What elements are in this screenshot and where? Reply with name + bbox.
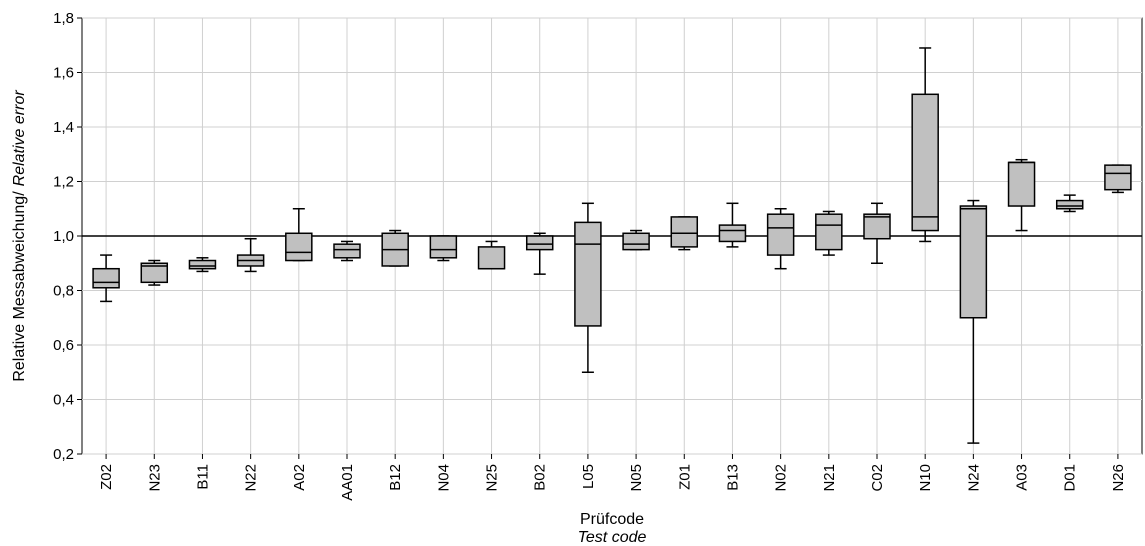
box-N21 — [815, 210, 843, 256]
x-tick-label: N10 — [917, 464, 934, 492]
box-AA01 — [333, 240, 361, 262]
box-A02 — [285, 208, 313, 262]
box-B13 — [718, 202, 747, 248]
x-tick-label: N24 — [965, 464, 982, 492]
y-axis-label: Relative Messabweichung/Relative error — [11, 90, 28, 382]
box-iqr — [911, 93, 939, 232]
y-tick-label: 0,8 — [53, 283, 74, 300]
box-N26 — [1104, 164, 1132, 194]
x-axis-label-sub: Test code — [578, 529, 647, 546]
box-B11 — [188, 257, 217, 273]
box-iqr — [766, 213, 795, 256]
box-iqr — [285, 232, 313, 262]
x-tick-label: D01 — [1062, 464, 1079, 492]
box-iqr — [140, 262, 169, 284]
box-iqr — [670, 216, 699, 248]
x-tick-label: N21 — [821, 464, 838, 492]
y-tick-label: 1,2 — [53, 174, 74, 191]
x-tick-label: A02 — [291, 464, 308, 491]
box-N24 — [959, 199, 988, 444]
y-tick-label: 0,2 — [53, 446, 74, 463]
box-iqr — [429, 235, 458, 259]
box-N10 — [911, 47, 939, 243]
box-iqr — [1007, 161, 1036, 207]
x-tick-label: N26 — [1110, 464, 1127, 492]
x-tick-label: B02 — [532, 464, 549, 491]
box-B12 — [381, 229, 409, 267]
boxes — [92, 47, 1132, 444]
y-tick-label: 1,8 — [53, 10, 74, 27]
x-tick-label: L05 — [580, 464, 597, 489]
box-iqr — [959, 205, 988, 319]
y-tick-label: 1,0 — [53, 228, 74, 245]
box-iqr — [188, 259, 217, 270]
box-iqr — [718, 224, 747, 243]
x-tick-label: AA01 — [339, 464, 356, 501]
box-Z02 — [92, 254, 120, 303]
x-tick-label: N23 — [146, 464, 163, 492]
box-C02 — [863, 202, 891, 264]
box-iqr — [92, 267, 120, 289]
y-tick-label: 1,4 — [53, 119, 74, 136]
box-iqr — [477, 246, 506, 270]
x-tick-label: B12 — [387, 464, 404, 491]
y-tick-label: 1,6 — [53, 65, 74, 82]
x-tick-label: N22 — [243, 464, 260, 492]
x-tick-label: N02 — [773, 464, 790, 492]
box-iqr — [574, 221, 602, 327]
box-L05 — [574, 202, 602, 373]
box-N22 — [236, 237, 265, 273]
box-iqr — [863, 213, 891, 240]
box-iqr — [622, 232, 650, 251]
box-Z01 — [670, 216, 699, 251]
y-tick-label: 0,6 — [53, 337, 74, 354]
box-B02 — [525, 232, 554, 275]
x-tick-label: Z01 — [676, 464, 693, 490]
y-axis-label-main: Relative Messabweichung/ — [11, 191, 28, 382]
x-tick-label: B13 — [724, 464, 741, 491]
box-iqr — [1104, 164, 1132, 191]
x-tick-label: Z02 — [98, 464, 115, 490]
x-tick-label: C02 — [869, 464, 886, 492]
box-N04 — [429, 235, 458, 262]
x-tick-label: B11 — [194, 464, 211, 490]
box-iqr — [525, 235, 554, 251]
y-ticks: 0,2 0,4 0,6 0,8 1,0 1,2 1,4 1,6 1,8 — [53, 10, 82, 463]
box-iqr — [333, 243, 361, 259]
box-iqr — [815, 213, 843, 251]
x-tick-label: A03 — [1014, 464, 1031, 491]
y-axis-label-sub: Relative error — [11, 90, 28, 187]
box-N25 — [477, 240, 506, 270]
x-axis-label: Prüfcode — [580, 511, 644, 528]
x-ticks: Z02 N23 B11 N22 A02 AA01 B12 N04 N25 B02 L05 N05 Z01… — [98, 454, 1127, 501]
box-D01 — [1055, 194, 1084, 213]
box-N02 — [766, 208, 795, 270]
box-A03 — [1007, 158, 1036, 232]
y-tick-label: 0,4 — [53, 392, 74, 409]
box-N23 — [140, 259, 169, 286]
box-N05 — [622, 229, 650, 251]
x-tick-label: N05 — [628, 464, 645, 492]
box-iqr — [1055, 199, 1084, 210]
x-tick-label: N04 — [435, 464, 452, 492]
x-tick-label: N25 — [484, 464, 501, 492]
